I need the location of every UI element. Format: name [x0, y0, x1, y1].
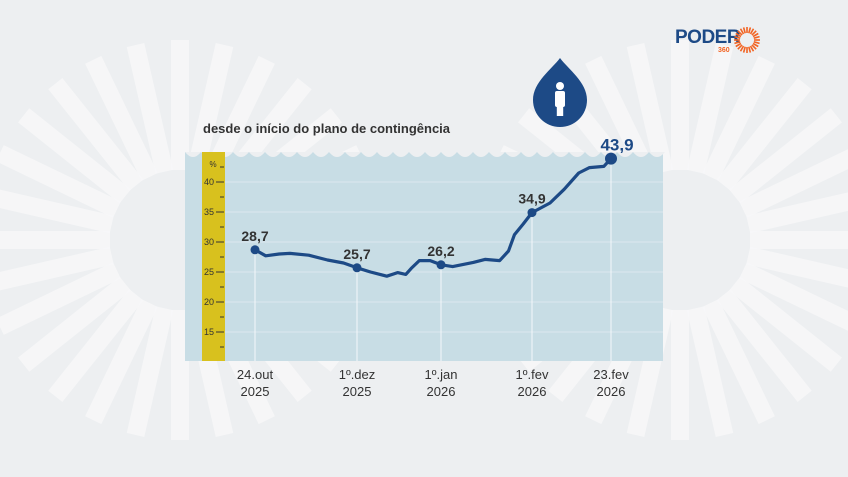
- x-tick-label: 24.out: [237, 367, 274, 382]
- sunburst-ray: [716, 78, 812, 191]
- data-label: 25,7: [343, 246, 370, 262]
- x-tick-year: 2026: [518, 384, 547, 399]
- x-tick-label: 1º.fev: [516, 367, 549, 382]
- sunburst-ray: [171, 310, 189, 440]
- sunburst-ray: [0, 231, 110, 249]
- chart-subtitle: desde o início do plano de contingência: [203, 121, 451, 136]
- sunburst-ray: [702, 299, 775, 425]
- sun-icon: [734, 27, 760, 53]
- sunburst-ray: [186, 43, 234, 174]
- x-tick-label: 23.fev: [593, 367, 629, 382]
- data-point: [352, 263, 362, 273]
- sunburst-ray: [0, 262, 121, 335]
- data-label: 28,7: [241, 228, 268, 244]
- sunburst-ray: [0, 246, 114, 294]
- sunburst-ray: [686, 306, 734, 437]
- sunburst-ray: [0, 145, 121, 218]
- logo-sub: 360: [718, 47, 730, 54]
- data-point: [527, 208, 537, 218]
- sunburst-ray: [126, 43, 174, 174]
- sunburst-ray: [85, 299, 158, 425]
- ruler-bar: [202, 152, 225, 361]
- data-point: [250, 245, 260, 255]
- y-tick-label: 30: [204, 237, 214, 247]
- x-tick-year: 2025: [241, 384, 270, 399]
- water-drop-person-icon: [533, 58, 587, 127]
- sunburst-ray: [126, 306, 174, 437]
- y-tick-label: 40: [204, 177, 214, 187]
- sunburst-ray: [671, 40, 689, 170]
- plot-area: [185, 152, 663, 361]
- sunburst-ray: [716, 289, 812, 402]
- sunburst-ray: [746, 246, 848, 294]
- x-tick-year: 2026: [597, 384, 626, 399]
- logo-text: PODER: [675, 27, 741, 48]
- data-label: 34,9: [518, 191, 545, 207]
- sunburst-ray: [729, 276, 842, 372]
- series-line: [253, 157, 613, 278]
- sunburst-ray: [48, 289, 144, 402]
- x-tick-year: 2026: [427, 384, 456, 399]
- sunburst-ray: [671, 310, 689, 440]
- sunburst-ray: [85, 55, 158, 181]
- sunburst-ray: [626, 43, 674, 174]
- y-tick-label: 35: [204, 207, 214, 217]
- sunburst-ray: [48, 78, 144, 191]
- y-tick-label: 25: [204, 267, 214, 277]
- data-label: 43,9: [600, 136, 633, 155]
- sunburst-ray: [739, 145, 848, 218]
- sunburst-ray: [729, 108, 842, 204]
- sunburst-ray: [171, 40, 189, 170]
- poder360-logo: PODER 360: [675, 27, 760, 54]
- sunburst-ray: [18, 276, 131, 372]
- sunburst-ray: [0, 186, 114, 234]
- x-tick-year: 2025: [343, 384, 372, 399]
- sunburst-ray: [686, 43, 734, 174]
- data-label: 26,2: [427, 243, 454, 259]
- sunburst-ray: [746, 186, 848, 234]
- sunburst-ray: [18, 108, 131, 204]
- x-tick-label: 1º.dez: [339, 367, 376, 382]
- y-tick-label: 20: [204, 297, 214, 307]
- sunburst-ray: [585, 55, 658, 181]
- y-tick-label: 15: [204, 327, 214, 337]
- data-point: [605, 152, 617, 165]
- x-tick-label: 1º.jan: [425, 367, 458, 382]
- sunburst-ray: [739, 262, 848, 335]
- sunburst-ray: [750, 231, 848, 249]
- data-point: [436, 260, 446, 270]
- sunburst-ray: [702, 55, 775, 181]
- sunburst-ray: [202, 55, 275, 181]
- y-axis-unit: %: [209, 160, 216, 169]
